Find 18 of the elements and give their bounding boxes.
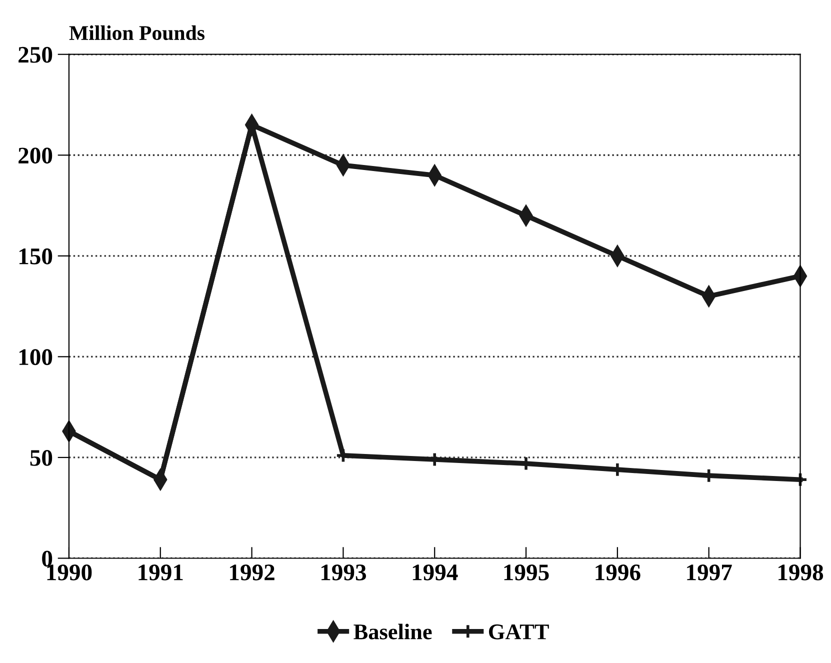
y-tick-label: 100 — [19, 349, 52, 366]
y-tick-label: 0 — [42, 550, 52, 567]
x-tick-label: 1994 — [412, 564, 458, 580]
y-axis-title: Million Pounds — [69, 25, 204, 40]
y-tick-label: 200 — [18, 148, 52, 164]
x-tick-label: 1992 — [230, 564, 274, 580]
x-tick-label: 1996 — [596, 564, 640, 580]
x-tick-label: 1991 — [138, 564, 183, 580]
y-tick-label: 50 — [30, 450, 52, 466]
legend-label: GATT — [488, 624, 549, 640]
y-tick-label: 250 — [18, 46, 52, 63]
legend-label: Baseline — [354, 624, 432, 640]
x-tick-label: 1993 — [321, 564, 366, 580]
x-tick-label: 1990 — [47, 564, 92, 580]
x-tick-label: 1998 — [778, 564, 824, 580]
x-tick-label: 1997 — [687, 564, 732, 580]
y-tick-label: 150 — [19, 248, 52, 264]
x-tick-label: 1995 — [504, 564, 549, 580]
